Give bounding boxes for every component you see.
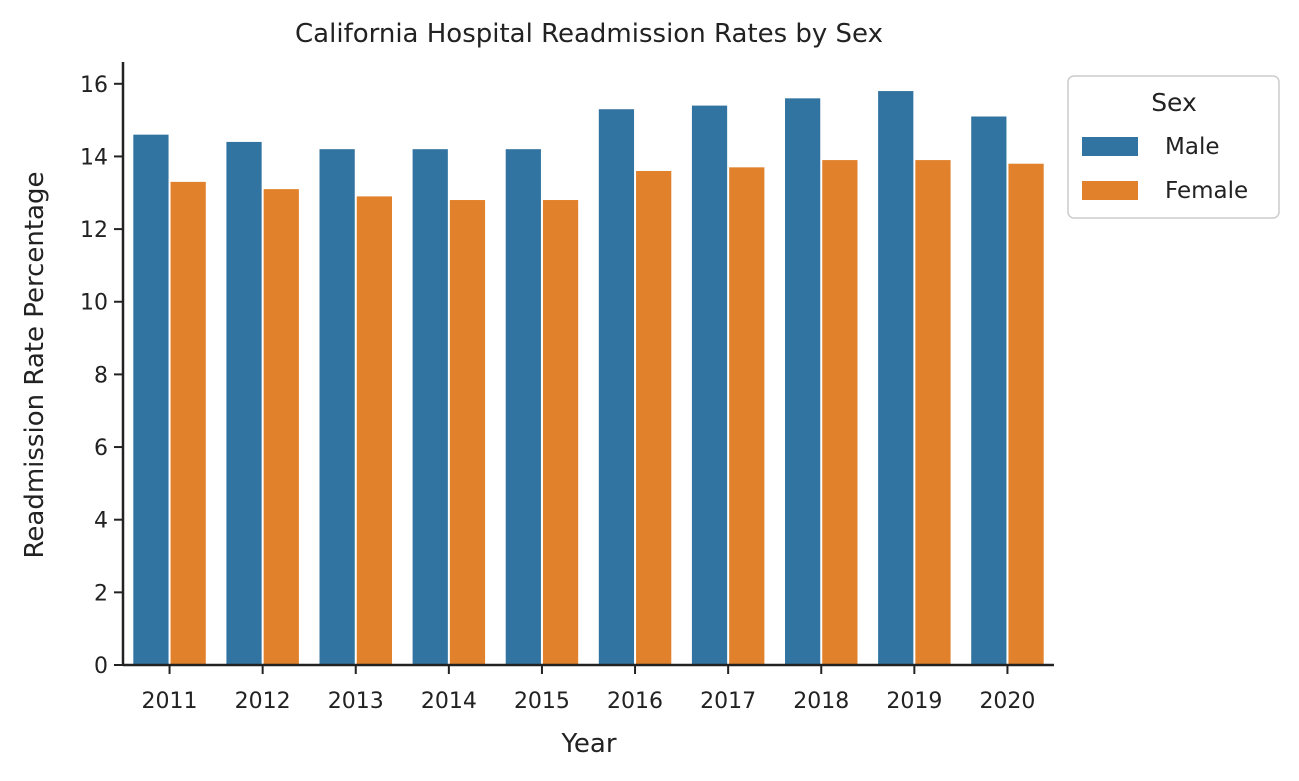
bar-female-2015 bbox=[542, 200, 579, 666]
y-tick-label: 14 bbox=[80, 145, 108, 170]
bar-male-2017 bbox=[691, 105, 728, 666]
bar-female-2020 bbox=[1008, 163, 1044, 665]
x-tick-label: 2011 bbox=[142, 689, 198, 714]
y-tick-label: 16 bbox=[80, 73, 108, 98]
legend-swatch-female bbox=[1082, 181, 1138, 200]
bar-female-2014 bbox=[449, 200, 486, 666]
bars-group bbox=[133, 91, 1044, 666]
bar-male-2016 bbox=[598, 109, 635, 666]
x-tick-label: 2016 bbox=[607, 689, 663, 714]
x-axis: 2011 2012 2013 2014 2015 2016 2017 2018 2019 2020 bbox=[123, 663, 1054, 714]
bar-male-2015 bbox=[505, 149, 541, 665]
legend: Sex Male Female bbox=[1067, 75, 1280, 219]
x-tick-label: 2014 bbox=[421, 689, 477, 714]
bar-male-2019 bbox=[878, 91, 914, 665]
x-tick-label: 2018 bbox=[793, 689, 849, 714]
x-tick-label: 2015 bbox=[514, 689, 570, 714]
bar-female-2016 bbox=[636, 170, 672, 666]
x-tick-label: 2020 bbox=[979, 689, 1035, 714]
y-tick-label: 4 bbox=[94, 509, 108, 534]
x-tick-label: 2012 bbox=[235, 689, 291, 714]
legend-label-female: Female bbox=[1165, 178, 1248, 204]
bar-male-2018 bbox=[785, 98, 821, 665]
y-axis-label: Readmission Rate Percentage bbox=[20, 172, 50, 559]
bar-female-2013 bbox=[356, 196, 392, 665]
x-tick-label: 2017 bbox=[700, 689, 756, 714]
bar-male-2014 bbox=[412, 149, 448, 665]
y-tick-label: 8 bbox=[94, 363, 108, 388]
y-tick-label: 6 bbox=[94, 436, 108, 461]
legend-items: Male Female bbox=[1082, 134, 1248, 204]
legend-swatch-male bbox=[1082, 137, 1138, 156]
bar-female-2012 bbox=[263, 189, 299, 665]
x-tick-label: 2019 bbox=[886, 689, 942, 714]
y-axis: 0 2 4 6 8 10 12 14 16 bbox=[80, 62, 125, 679]
bar-female-2018 bbox=[822, 160, 858, 665]
bar-female-2011 bbox=[170, 181, 206, 665]
bar-male-2020 bbox=[971, 116, 1007, 666]
bar-male-2011 bbox=[133, 134, 169, 665]
bar-male-2013 bbox=[319, 149, 355, 665]
chart-title: California Hospital Readmission Rates by… bbox=[295, 19, 883, 49]
y-tick-label: 2 bbox=[94, 581, 108, 606]
y-tick-label: 10 bbox=[80, 291, 108, 316]
y-tick-label: 0 bbox=[94, 654, 108, 679]
y-tick-label: 12 bbox=[80, 218, 108, 243]
legend-label-male: Male bbox=[1165, 134, 1219, 160]
legend-title: Sex bbox=[1151, 88, 1197, 117]
bar-female-2019 bbox=[915, 160, 951, 665]
x-tick-label: 2013 bbox=[328, 689, 384, 714]
bar-male-2012 bbox=[226, 141, 262, 666]
x-axis-label: Year bbox=[560, 729, 616, 759]
bar-female-2017 bbox=[729, 167, 765, 665]
